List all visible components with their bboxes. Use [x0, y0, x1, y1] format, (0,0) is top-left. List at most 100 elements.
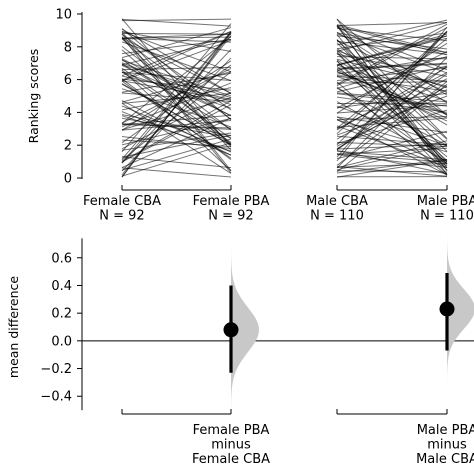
slope-line — [336, 159, 448, 178]
slope-line — [121, 31, 232, 164]
slope-line — [336, 26, 448, 162]
bottom-y-tick-label: 0.4 — [51, 279, 72, 294]
slope-line — [121, 31, 232, 81]
slope-line — [336, 35, 448, 72]
slope-line — [336, 57, 448, 169]
slope-line — [121, 66, 232, 71]
top-y-tick-label: 0 — [64, 172, 72, 187]
slope-line — [121, 18, 232, 22]
top-x-tick-label: N = 110 — [310, 209, 364, 224]
top-y-tick-label: 6 — [64, 73, 72, 88]
slope-line — [336, 22, 448, 52]
bottom-y-tick-label: −0.4 — [40, 390, 72, 405]
mean-difference-panel: −0.4 −0.2 0.0 0.2 0.4 0.6 mean difference Fem… — [6, 229, 474, 467]
mean-difference-point — [439, 301, 455, 317]
slope-line — [336, 140, 448, 169]
top-x-tick-label: Female PBA — [193, 194, 270, 209]
slope-line — [121, 36, 232, 124]
effect-size-estimates — [223, 273, 455, 373]
slope-line — [336, 25, 448, 96]
slope-line — [121, 105, 232, 153]
slope-line — [336, 21, 448, 27]
top-x-tick-label: N = 110 — [420, 209, 474, 224]
slope-line — [336, 63, 448, 70]
slope-line — [121, 117, 232, 138]
slope-line — [336, 24, 448, 54]
mean-difference-point — [223, 322, 239, 338]
slope-line — [121, 132, 232, 151]
slope-line — [336, 60, 448, 161]
slope-line — [121, 38, 232, 66]
slope-line — [121, 32, 232, 35]
top-y-tick-label: 10 — [55, 8, 72, 23]
top-x-tick-label: Female CBA — [83, 194, 161, 209]
slope-line — [121, 91, 232, 150]
top-y-tick-label: 4 — [64, 106, 72, 121]
slope-line — [121, 31, 232, 160]
slope-line — [121, 111, 232, 156]
slope-line — [121, 37, 232, 43]
slope-line — [336, 53, 448, 78]
bottom-x-tick-label: minus — [427, 438, 467, 453]
slope-line — [121, 102, 232, 174]
slope-line — [336, 34, 448, 172]
slope-line — [336, 69, 448, 122]
bottom-x-tick-label: minus — [211, 438, 251, 453]
slope-line — [121, 156, 232, 169]
slope-line — [336, 50, 448, 109]
slope-line — [121, 62, 232, 106]
slope-line — [121, 119, 232, 131]
slope-line — [336, 25, 448, 171]
slope-line — [121, 27, 232, 59]
slope-line — [121, 64, 232, 144]
slope-line — [121, 117, 232, 146]
top-x-tick-label: N = 92 — [208, 209, 253, 224]
slope-line — [336, 147, 448, 155]
slope-line — [336, 119, 448, 176]
bottom-y-tick-label: 0.2 — [51, 307, 72, 322]
slope-line — [121, 78, 232, 160]
slope-line — [336, 40, 448, 55]
top-y-tick-label: 2 — [64, 139, 72, 154]
bottom-y-axis-label: mean difference — [6, 276, 21, 378]
slope-line — [121, 31, 232, 151]
slope-line — [336, 81, 448, 176]
slope-line — [336, 42, 448, 152]
slope-line — [336, 19, 448, 46]
slope-line — [121, 82, 232, 128]
slope-line — [121, 41, 232, 82]
slope-line — [336, 27, 448, 42]
slope-line — [336, 26, 448, 71]
slope-line — [336, 25, 448, 139]
slope-line — [336, 23, 448, 85]
bottom-x-tick-label: Female PBA — [193, 423, 270, 438]
slope-line — [336, 27, 448, 87]
bottom-y-tick-label: 0.6 — [51, 251, 72, 266]
slope-line — [336, 75, 448, 82]
slope-lines — [121, 18, 448, 178]
slope-line — [336, 33, 448, 66]
bottom-x-tick-label: Male PBA — [417, 423, 474, 438]
slope-line — [336, 130, 448, 160]
slope-line — [336, 153, 448, 163]
slope-line — [336, 89, 448, 147]
slope-line — [121, 31, 232, 52]
slope-line — [336, 170, 448, 173]
top-y-tick-label: 8 — [64, 40, 72, 55]
top-x-tick-label: Male CBA — [306, 194, 368, 209]
slope-line — [121, 28, 232, 121]
bottom-y-tick-label: −0.2 — [40, 362, 72, 377]
slope-line — [121, 75, 232, 100]
top-x-tick-label: Male PBA — [417, 194, 474, 209]
slope-line — [121, 71, 232, 161]
slope-line — [121, 71, 232, 145]
slope-line — [121, 36, 232, 39]
slope-line — [336, 64, 448, 102]
slope-line — [121, 49, 232, 164]
bottom-x-tick-label: Male CBA — [416, 452, 474, 467]
slope-line — [121, 33, 232, 39]
slope-line — [336, 162, 448, 168]
